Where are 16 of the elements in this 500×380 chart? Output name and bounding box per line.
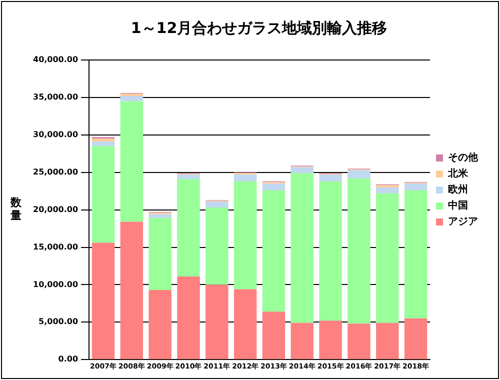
y-tick-label: 30,000.00 <box>32 130 78 139</box>
y-tick-label: 5,000.00 <box>38 317 78 326</box>
y-tick-label: 40,000.00 <box>32 55 78 64</box>
chart-title: 1～12月合わせガラス地域別輸入推移 <box>130 18 388 37</box>
legend-label: 北米 <box>447 168 469 180</box>
y-tick-label: 35,000.00 <box>32 92 78 102</box>
legend-label: 欧州 <box>448 184 468 196</box>
legend-label: アジア <box>448 216 478 228</box>
y-tick-label: 10,000.00 <box>32 280 78 289</box>
legend-label: その他 <box>448 152 479 164</box>
y-tick-label: 15,000.00 <box>32 242 78 252</box>
y-tick-label: 25,000.00 <box>32 167 78 176</box>
y-tick-label: 0.00 <box>58 354 78 364</box>
y-tick-label: 20,000.00 <box>32 204 78 214</box>
y-axis-title: 数量 <box>10 196 22 222</box>
legend-label: 中国 <box>448 200 468 212</box>
